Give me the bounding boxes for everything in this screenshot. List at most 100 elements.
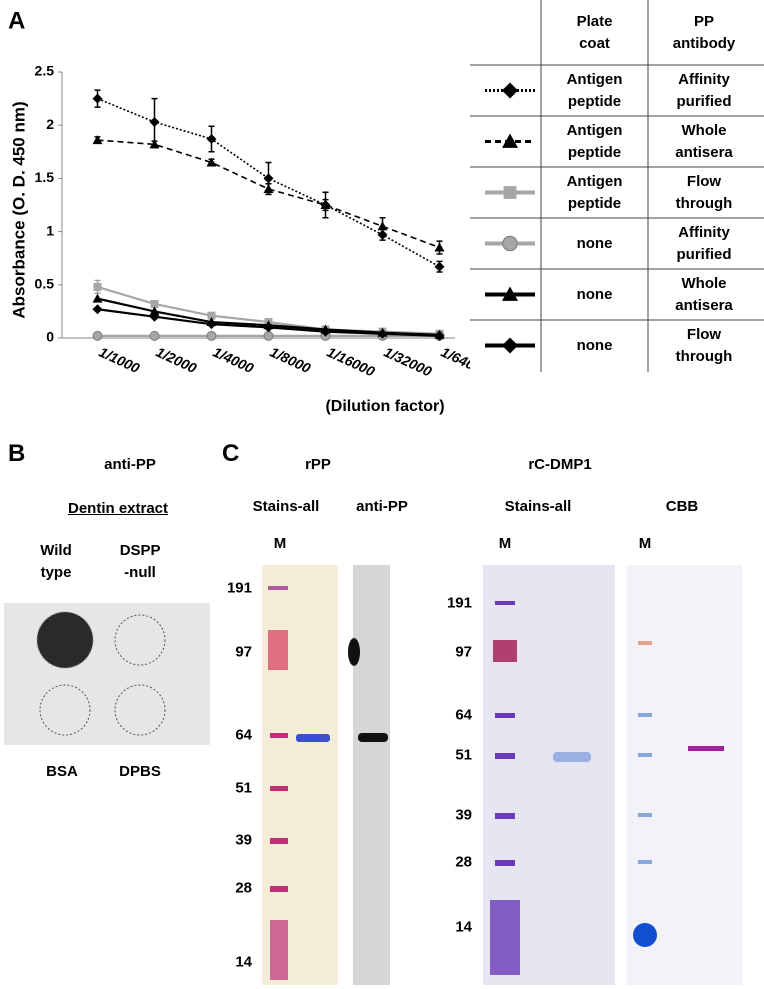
marker (502, 286, 518, 301)
legend-label: Flow through (675, 325, 733, 365)
marker (377, 328, 388, 339)
legend-symbol (485, 82, 535, 99)
marker (92, 293, 103, 303)
lane-label: Stains-all (504, 498, 572, 515)
legend-label: Antigen peptide (566, 121, 623, 161)
marker (206, 319, 217, 330)
chart: A Absorbance (O. D. 450 nm) (Dilution fa… (8, 7, 470, 415)
x-tick-label: 1/8000 (268, 344, 314, 377)
x-tick-label: 1/16000 (325, 344, 378, 380)
marker (434, 261, 445, 272)
marker-size: 14 (235, 953, 252, 971)
marker (150, 299, 159, 308)
legend-symbol (485, 133, 535, 148)
dot-blot (4, 603, 210, 745)
lane-label: anti-PP (356, 498, 408, 515)
marker-size: 14 (455, 918, 472, 936)
legend-symbol (485, 186, 535, 199)
series (92, 135, 445, 255)
legend-header: Plate coat (576, 12, 613, 52)
marker (93, 282, 102, 291)
panel-label: A (8, 7, 25, 34)
marker (377, 221, 388, 231)
marker (503, 186, 517, 199)
legend-label: none (576, 336, 613, 354)
marker (434, 242, 445, 252)
y-tick-label: 0.5 (35, 276, 55, 292)
marker (206, 330, 217, 341)
series (92, 304, 445, 341)
marker-lane-label: M (273, 535, 287, 552)
sample-label: DPBS (119, 763, 161, 780)
marker (320, 326, 331, 337)
marker-lane-label: M (498, 535, 512, 552)
legend-label: Affinity purified (676, 223, 732, 263)
y-axis-title: Absorbance (O. D. 450 nm) (9, 101, 28, 318)
sample-label: Wild type (40, 542, 72, 581)
marker-size: 51 (235, 779, 252, 797)
gel-title: rPP (305, 456, 331, 473)
marker (263, 173, 274, 184)
marker-size: 191 (226, 579, 252, 597)
sample-label: DSPP -null (119, 542, 161, 581)
y-tick-label: 0 (46, 329, 54, 345)
y-tick-label: 2.5 (35, 63, 55, 79)
y-tick-label: 2 (46, 116, 54, 132)
marker (502, 82, 518, 99)
marker (207, 311, 216, 320)
marker (149, 306, 160, 316)
marker (502, 235, 518, 252)
legend-label: Antigen peptide (566, 172, 623, 212)
legend-label: Flow through (675, 172, 733, 212)
marker-size: 51 (455, 746, 472, 764)
marker (149, 139, 160, 149)
marker (434, 330, 445, 341)
marker (149, 311, 160, 322)
marker-size: 97 (235, 643, 252, 661)
legend-label: Affinity purified (676, 70, 732, 110)
marker (206, 134, 217, 145)
marker (149, 117, 160, 128)
x-tick-label: 1/4000 (211, 344, 257, 377)
series (92, 89, 445, 273)
x-tick-label: 1/1000 (97, 344, 143, 377)
legend-label: none (576, 234, 613, 252)
marker-size: 64 (455, 706, 472, 724)
marker-size: 97 (455, 643, 472, 661)
marker-size: 39 (455, 806, 472, 824)
x-tick-label: 1/64000 (439, 344, 470, 380)
panel-subtitle: Dentin extract (67, 500, 169, 517)
marker (502, 337, 518, 354)
legend-symbol (485, 286, 535, 301)
lane-label: CBB (665, 498, 699, 515)
legend-grid (470, 0, 764, 372)
marker (263, 330, 274, 341)
gel-title: rC-DMP1 (528, 456, 592, 473)
marker (263, 322, 274, 333)
marker-size: 28 (235, 879, 252, 897)
y-tick-label: 1 (46, 222, 54, 238)
legend-symbol (485, 337, 535, 354)
marker (320, 200, 331, 209)
marker-size: 64 (235, 726, 252, 744)
marker-lane-label: M (638, 535, 652, 552)
marker (92, 304, 103, 315)
x-axis-title: (Dilution factor) (325, 398, 444, 415)
marker (263, 184, 274, 194)
marker-size: 191 (446, 594, 472, 612)
marker (206, 157, 217, 167)
lane-label: Stains-all (252, 498, 320, 515)
marker (92, 93, 103, 104)
marker (502, 133, 518, 148)
sample-label: BSA (46, 763, 78, 780)
legend-label: Whole antisera (675, 274, 733, 314)
x-tick-label: 1/32000 (382, 344, 435, 380)
marker-size: 39 (235, 831, 252, 849)
legend-label: Antigen peptide (566, 70, 623, 110)
legend-label: Whole antisera (675, 121, 733, 161)
legend-symbol (485, 235, 535, 252)
panel-label: C (222, 440, 240, 467)
x-tick-label: 1/2000 (154, 344, 200, 377)
panel-label: B (8, 440, 26, 467)
